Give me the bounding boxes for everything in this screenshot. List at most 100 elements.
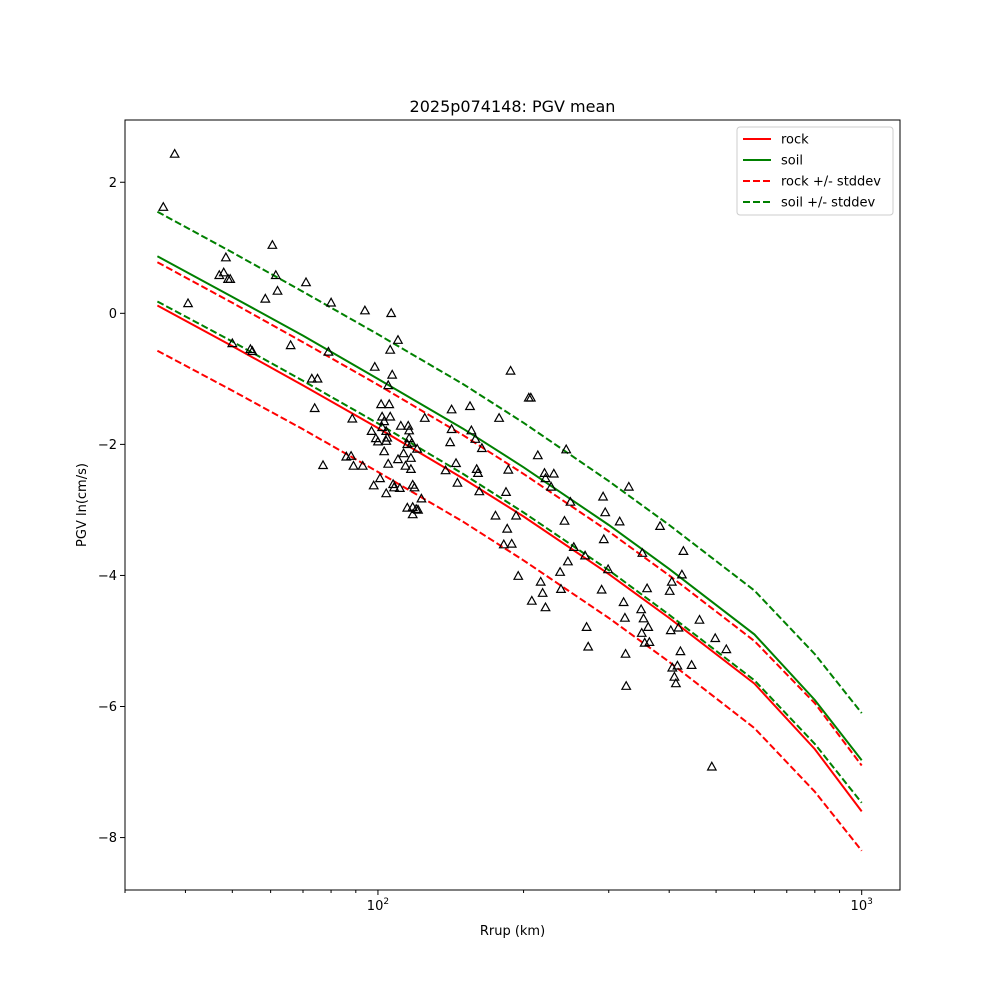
observation-point [245, 343, 256, 354]
observation-point [419, 412, 431, 422]
observation-point [666, 576, 678, 586]
observation-point [532, 449, 544, 460]
observation-point [405, 463, 417, 473]
series-line-4 [156, 210, 863, 714]
observation-point [623, 481, 635, 491]
observation-point [675, 645, 686, 656]
observation-point [374, 472, 386, 483]
observation-point [694, 614, 705, 624]
observation-point [637, 547, 648, 557]
series-layer [156, 210, 863, 852]
observation-point [466, 424, 477, 435]
chart-title: 2025p074148: PGV mean [410, 97, 616, 116]
observation-point [512, 570, 524, 580]
observation-point [412, 504, 424, 514]
observation-point [476, 442, 488, 453]
observation-point [654, 520, 666, 531]
legend-label: soil [781, 154, 803, 169]
observation-point [614, 515, 625, 526]
observation-point [213, 269, 225, 280]
observation-point [706, 761, 718, 771]
observation-point [579, 550, 591, 560]
legend-box [736, 126, 894, 216]
observation-point [562, 555, 574, 566]
observation-point [300, 276, 312, 287]
observation-point [450, 457, 462, 468]
observation-point [678, 545, 689, 556]
observation-point [597, 491, 609, 501]
observation-point [409, 481, 420, 492]
observation-point [598, 533, 610, 544]
y-tick-label: 2 [109, 176, 117, 191]
observation-point [369, 361, 381, 371]
observation-point [224, 273, 236, 283]
observation-point [395, 420, 407, 430]
observation-point [620, 648, 631, 658]
observation-point [382, 379, 394, 390]
observation-point [444, 436, 456, 447]
x-tick-label: 103 [851, 897, 873, 914]
observation-point [635, 603, 647, 614]
observation-point [392, 453, 404, 464]
observation-point [385, 307, 397, 318]
observation-point [411, 443, 423, 453]
observation-point [709, 632, 721, 643]
observation-point [525, 392, 537, 402]
observation-point [182, 297, 194, 308]
series-line-0 [156, 304, 863, 813]
observation-point [416, 493, 427, 503]
observation-point [545, 481, 557, 491]
observation-point [226, 337, 238, 348]
observation-point [502, 464, 514, 474]
observation-point [267, 239, 278, 249]
observation-point [220, 251, 232, 262]
observation-point [386, 369, 398, 379]
observation-point [218, 266, 230, 277]
observation-point [359, 304, 371, 315]
observation-point [472, 467, 484, 477]
observation-point [345, 450, 357, 460]
observation-point [446, 403, 457, 414]
observation-point [559, 515, 570, 525]
legend: rock soil rock +/- stddev soil +/- stddev [736, 126, 894, 216]
observation-point [346, 413, 358, 423]
observation-point [378, 415, 390, 426]
observation-point [381, 432, 393, 442]
observation-point [673, 622, 684, 632]
observation-point [400, 460, 411, 470]
y-tick-label: −8 [98, 831, 117, 846]
observation-point [720, 643, 732, 654]
observation-point [402, 420, 414, 430]
observation-point [548, 468, 560, 478]
y-axis-label: PGV ln(cm/s) [75, 463, 90, 547]
observation-point [568, 541, 580, 552]
observation-point [375, 398, 387, 409]
observation-point [384, 344, 396, 354]
observation-point [394, 482, 406, 492]
observation-point [398, 447, 409, 458]
y-tick-label: −2 [98, 438, 117, 453]
observation-point [401, 502, 413, 512]
observation-point [619, 612, 631, 622]
observation-point [368, 479, 380, 490]
observation-point [618, 596, 629, 607]
observation-point [410, 503, 422, 514]
x-tick-label: 102 [367, 897, 389, 914]
observation-point [259, 293, 271, 303]
observation-point [490, 510, 501, 520]
observation-point [405, 452, 417, 462]
observation-point [366, 425, 377, 435]
observation-point [464, 400, 476, 411]
observation-point [581, 621, 592, 632]
observation-point [157, 201, 169, 211]
observation-point [599, 506, 611, 517]
observation-point [506, 538, 518, 548]
observation-point [378, 445, 390, 456]
observation-point [555, 583, 567, 594]
legend-label: soil +/- stddev [781, 196, 876, 211]
observation-point [554, 566, 566, 576]
observation-point [669, 671, 680, 681]
observation-point [686, 659, 697, 670]
observation-point [382, 458, 394, 468]
